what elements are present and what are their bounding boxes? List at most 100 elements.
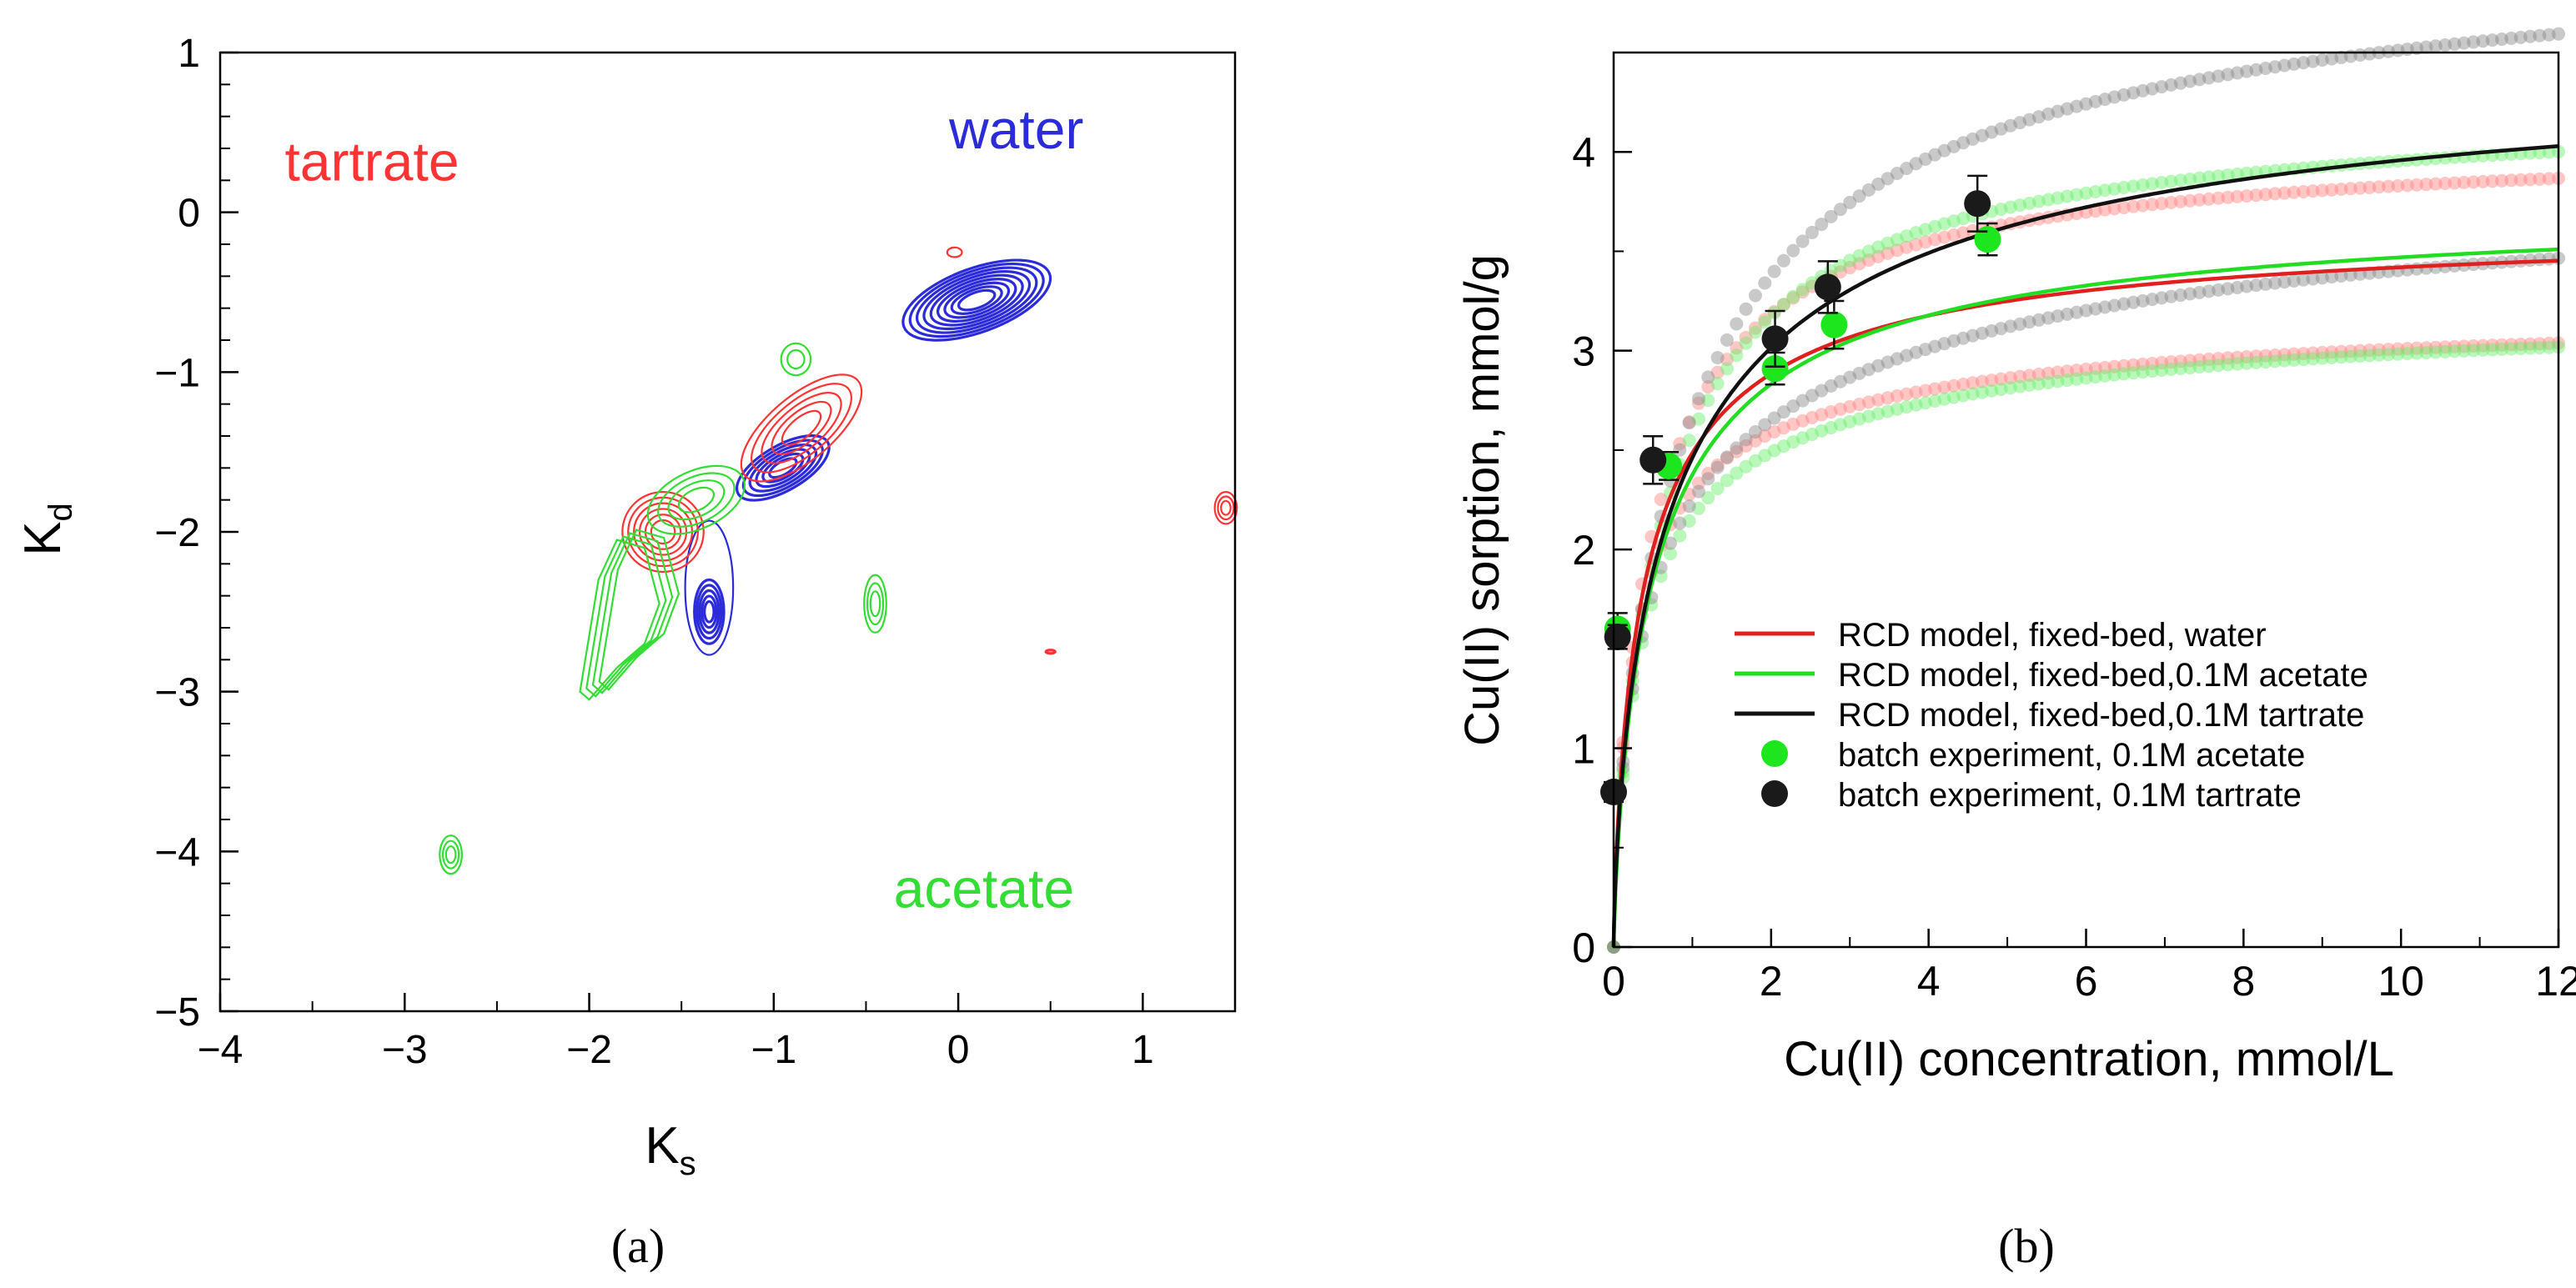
band-dot-0: [2315, 183, 2329, 198]
contour-level: [761, 452, 805, 484]
legend-label-3: batch experiment, 0.1M acetate: [1838, 737, 2305, 774]
band-dot-0: [2476, 338, 2490, 353]
band-dot-1: [1956, 388, 1971, 403]
band-dot-1: [2533, 341, 2547, 355]
contour-level: [771, 400, 832, 455]
band-dot-0: [2212, 191, 2226, 205]
band-dot-2: [1739, 433, 1753, 447]
band-dot-2: [2192, 73, 2207, 87]
band-dot-2: [2013, 116, 2027, 130]
legend-label-0: RCD model, fixed-bed, water: [1838, 617, 2267, 654]
band-dot-2: [1701, 370, 1715, 384]
y-tick-label-a: −4: [154, 830, 200, 875]
x-tick-label-b: 6: [2075, 958, 2098, 1005]
contour-level: [929, 273, 1024, 327]
band-dot-2: [2504, 31, 2518, 45]
band-dot-0: [2202, 192, 2216, 206]
contour-level: [1213, 490, 1238, 525]
y-tick-label-b: 1: [1572, 726, 1595, 773]
x-tick-label-a: 1: [1132, 1028, 1154, 1072]
legend-label-2: RCD model, fixed-bed,0.1M tartrate: [1838, 697, 2364, 734]
x-tick-label-b: 8: [2232, 958, 2255, 1005]
band-dot-0: [2164, 355, 2178, 369]
band-dot-1: [1994, 382, 2008, 396]
band-dot-1: [1739, 459, 1753, 474]
band-dot-2: [2079, 303, 2093, 318]
contour-level: [740, 373, 863, 483]
band-dot-0: [1890, 243, 1904, 258]
band-dot-2: [2041, 311, 2056, 325]
band-dot-1: [2013, 379, 2027, 393]
y-tick-label-b: 0: [1572, 925, 1595, 971]
band-dot-0: [2467, 338, 2481, 353]
band-dot-2: [2088, 94, 2102, 108]
band-dot-0: [2079, 362, 2093, 376]
band-dot-2: [2013, 317, 2027, 331]
band-dot-0: [1710, 459, 1725, 473]
band-dot-1: [2079, 371, 2093, 385]
band-dot-0: [2495, 338, 2509, 352]
band-dot-0: [1909, 385, 1923, 399]
band-dot-2: [2533, 28, 2547, 43]
contour-level: [657, 472, 736, 528]
band-dot-1: [2457, 343, 2471, 358]
band-dot-1: [1946, 214, 1961, 228]
y-tick-label-a: −1: [154, 351, 200, 395]
band-dot-0: [1654, 493, 1668, 507]
band-dot-2: [2258, 277, 2272, 291]
panel-label-a: (a): [611, 1219, 665, 1273]
band-dot-2: [2448, 37, 2462, 51]
contour-level: [748, 443, 818, 493]
band-dot-2: [1843, 195, 1857, 209]
y-tick-label-a: 1: [178, 32, 200, 76]
band-dot-2: [1994, 322, 2008, 336]
band-dot-2: [2212, 69, 2226, 83]
band-dot-1: [1739, 336, 1753, 350]
band-dot-2: [1776, 405, 1790, 419]
band-dot-2: [2088, 302, 2102, 316]
band-dot-0: [2212, 352, 2226, 366]
band-dot-1: [2258, 355, 2272, 369]
band-dot-0: [2249, 188, 2263, 203]
band-dot-0: [1748, 434, 1762, 448]
band-dot-1: [1815, 423, 1829, 438]
band-dot-1: [2343, 349, 2358, 363]
band-dot-2: [1852, 366, 1866, 380]
band-dot-0: [2495, 173, 2509, 188]
band-dot-0: [1909, 238, 1923, 252]
band-dot-1: [2164, 174, 2178, 188]
x-axis-label-a: Ks: [645, 1117, 695, 1182]
band-dot-1: [2051, 374, 2065, 388]
band-dot-1: [1900, 400, 1914, 414]
band-dot-2: [1937, 143, 1951, 158]
band-dot-2: [2079, 97, 2093, 111]
band-dot-1: [2031, 377, 2046, 391]
x-tick-label-a: 0: [947, 1028, 970, 1072]
y-tick-label-a: −3: [154, 671, 200, 715]
model-line-0: [1611, 258, 2559, 947]
band-dot-2: [1720, 450, 1734, 464]
band-dot-0: [2485, 338, 2499, 353]
contour-level: [1044, 649, 1057, 655]
model-line-2: [1611, 143, 2559, 947]
contour-level: [700, 594, 718, 629]
band-dot-2: [2003, 319, 2017, 333]
band-dot-1: [2202, 170, 2216, 184]
band-dot-2: [2202, 284, 2216, 298]
band-dot-1: [2476, 343, 2490, 357]
band-dot-1: [2192, 360, 2207, 374]
band-dot-0: [2268, 187, 2282, 201]
band-dot-1: [2041, 375, 2056, 389]
band-dot-1: [2041, 193, 2056, 207]
band-dot-1: [1758, 449, 1772, 463]
band-dot-0: [2523, 337, 2538, 351]
band-dot-0: [1776, 298, 1790, 312]
band-dot-2: [2325, 52, 2339, 66]
band-dot-0: [2145, 198, 2159, 212]
band-dot-1: [1852, 248, 1866, 263]
band-dot-2: [1776, 253, 1790, 268]
band-dot-1: [2428, 345, 2443, 359]
band-dot-1: [2173, 362, 2187, 376]
band-dot-0: [1966, 376, 1980, 390]
band-dot-0: [2504, 173, 2518, 188]
